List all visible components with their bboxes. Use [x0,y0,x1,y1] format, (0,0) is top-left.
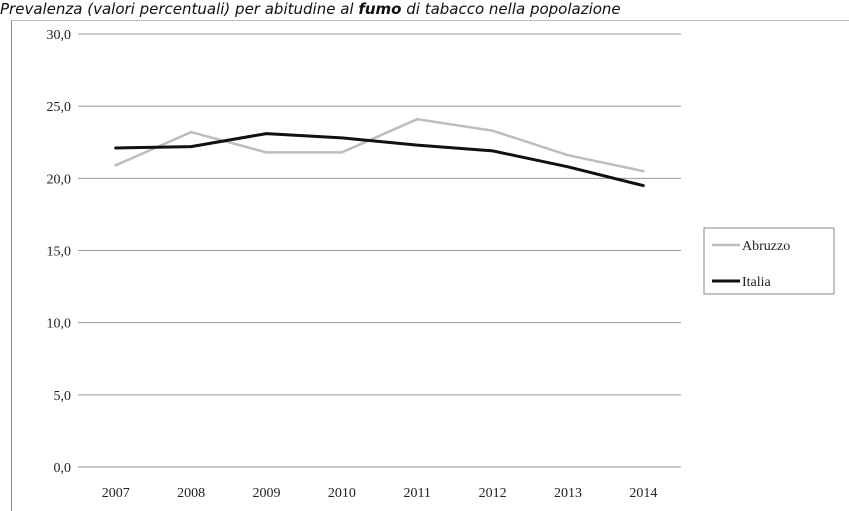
y-tick-label: 5,0 [54,389,72,404]
chart-title-emphasis: fumo [358,0,402,18]
x-tick-label: 2008 [177,486,205,501]
y-tick-label: 30,0 [47,28,72,43]
y-tick-label: 15,0 [47,245,72,260]
x-tick-label: 2009 [252,486,280,501]
series-line-italia [114,132,645,188]
x-tick-label: 2010 [328,486,356,501]
y-tick-label: 20,0 [47,172,72,187]
chart-frame [11,20,849,511]
x-tick-label: 2007 [102,486,130,501]
x-tick-label: 2012 [479,486,507,501]
y-tick-label: 10,0 [47,317,72,332]
chart-title: Prevalenza (valori percentuali) per abit… [0,0,849,22]
series-line-abruzzo [114,117,645,173]
legend-box [703,227,835,295]
chart-title-before: Prevalenza (valori percentuali) per abit… [0,0,359,18]
x-tick-label: 2014 [629,486,657,501]
y-tick-label: 25,0 [47,100,72,115]
x-tick-label: 2011 [403,486,430,501]
legend-label-abruzzo: Abruzzo [742,239,790,254]
chart-title-after: di tabacco nella popolazione [401,0,621,18]
y-tick-label: 0,0 [54,461,72,476]
legend-label-italia: Italia [742,275,772,290]
x-tick-label: 2013 [554,486,582,501]
